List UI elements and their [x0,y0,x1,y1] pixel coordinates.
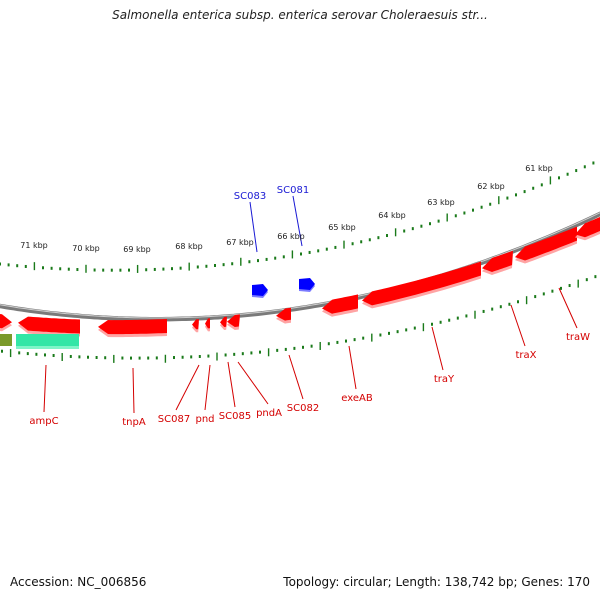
accession-text: Accession: NC_006856 [10,575,147,589]
scale-label: 69 kbp [123,245,151,254]
gene-label: exeAB [341,393,373,404]
label-leaders [43,195,578,414]
leader-line [175,364,200,411]
leader-line [431,326,444,371]
map-title: Salmonella enterica subsp. enterica sero… [112,8,488,22]
gene-arrow-blue [252,284,268,296]
scale-label: 64 kbp [378,211,406,220]
scale-label: 61 kbp [525,164,553,173]
gene-arrow-blue [299,278,315,290]
gene-label: SC083 [234,191,266,202]
leader-line [227,361,236,408]
scale-label: 63 kbp [427,198,455,207]
gene-arrow [482,250,513,272]
gene-label: SC081 [277,185,309,196]
gene-arrow [0,314,12,329]
gene-label: ampC [29,416,58,427]
scale-label: 71 kbp [20,241,48,250]
summary-text: Topology: circular; Length: 138,742 bp; … [283,575,590,589]
gene-arrow [322,294,358,314]
gene-arrow [276,307,291,321]
leader-line [558,287,578,329]
gene-label: SC082 [287,403,319,414]
gene-label: traY [434,374,455,385]
feature-block [0,334,12,346]
leader-line [510,304,526,347]
gene-arrow [205,318,210,329]
scale-label: 65 kbp [328,223,356,232]
gene-arrow [227,314,240,327]
scale-label: 70 kbp [72,244,100,253]
feature-block [16,334,79,346]
leader-line [43,364,47,413]
gene-label: SC085 [219,411,251,422]
gene-arrow [362,261,481,306]
scale-label: 68 kbp [175,242,203,251]
scale-label: 62 kbp [477,182,505,191]
tick-marks [0,161,597,363]
leader-line [348,345,357,390]
gene-label: traW [566,332,590,343]
gene-arrow [18,316,80,334]
leader-line [249,201,258,253]
leader-line [292,195,303,247]
gene-label: tnpA [122,417,146,428]
gene-label: SC087 [158,414,190,425]
backbone-highlight [0,212,600,319]
gene-arrow [98,319,167,335]
leader-line [288,354,304,400]
gene-arrows [0,217,600,349]
gene-label: pnd [195,414,214,425]
leader-line [204,364,211,411]
scale-label: 66 kbp [277,232,305,241]
gene-arrow [220,316,227,327]
gene-arrow [192,319,199,330]
leader-line [132,367,135,414]
gene-arrow [515,226,577,261]
gene-label: pndA [256,408,282,419]
leader-line [237,361,269,405]
gene-label: traX [515,350,536,361]
scale-label: 67 kbp [226,238,254,247]
gene-arrow [575,217,600,238]
